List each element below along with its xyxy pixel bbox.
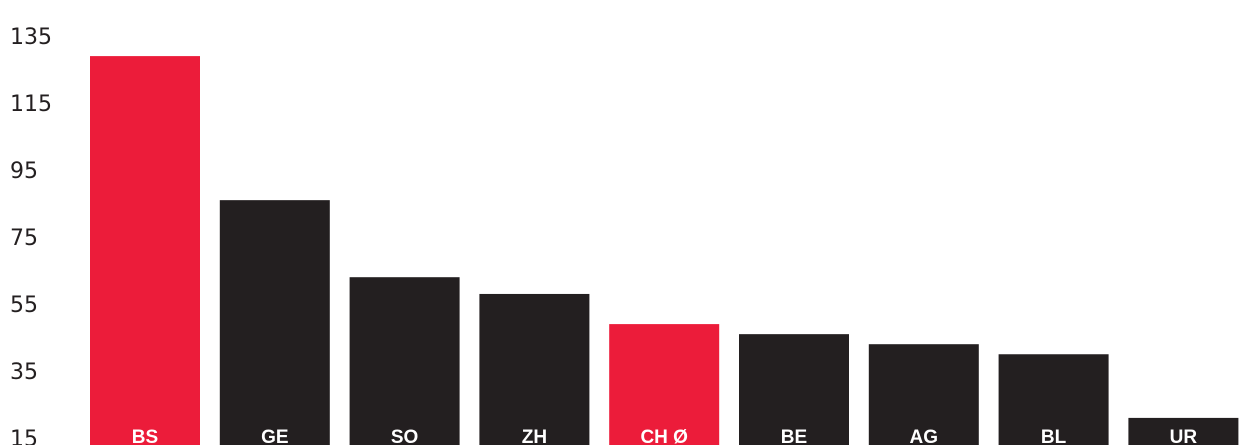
bar-category-label: AG: [910, 427, 939, 445]
bar-ge: [219, 200, 330, 445]
bar-bs: [90, 56, 200, 445]
bar-be: [739, 334, 849, 445]
bar-category-label: UR: [1170, 427, 1198, 445]
bar-category-label: SO: [391, 427, 418, 445]
bar-category-label: GE: [261, 427, 288, 445]
bar-category-label: CH Ø: [640, 427, 688, 445]
bar-ag: [868, 344, 979, 445]
bar-ur: [1128, 417, 1239, 445]
y-tick-label: 115: [10, 92, 52, 117]
bars: [90, 56, 1239, 445]
y-tick-label: 75: [10, 226, 38, 251]
y-tick-label: 135: [10, 25, 52, 50]
bar-zh: [479, 293, 590, 445]
y-tick-label: 35: [10, 360, 38, 385]
y-tick-label: 55: [10, 293, 38, 318]
bar-category-label: ZH: [522, 427, 547, 445]
bar-ch-: [609, 324, 720, 445]
bar-bl: [998, 354, 1109, 445]
y-axis: 15 35 55 75 95 115 135: [10, 25, 52, 445]
bar-labels: BS GE SO ZH CH Ø BE AG BL UR: [132, 427, 1198, 445]
bar-category-label: BL: [1041, 427, 1067, 445]
bar-category-label: BS: [132, 427, 158, 445]
y-tick-label: 15: [10, 427, 38, 445]
bar-category-label: BE: [781, 427, 807, 445]
y-tick-label: 95: [10, 159, 38, 184]
bar-so: [349, 277, 460, 445]
